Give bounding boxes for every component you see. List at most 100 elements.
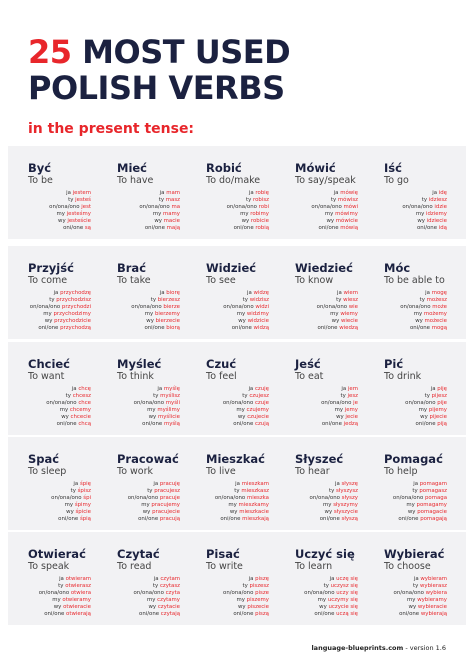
verb-name: Czuć [206, 357, 237, 371]
verb-form: jesteś [75, 197, 91, 203]
verb-form: przychodzą [60, 325, 91, 331]
verb-form: czyta [165, 590, 180, 596]
verb-translation: To eat [295, 371, 324, 382]
pronoun: wy [324, 509, 333, 515]
verb-card: Chcieć To want ja chcę ty chcesz on/ona/ono … [28, 342, 117, 435]
pronoun: my [317, 597, 327, 603]
verb-form: widzą [253, 325, 269, 331]
verb-form: mówię [340, 190, 358, 196]
conjugation-line: ja myślę [134, 386, 180, 393]
verb-form: czują [254, 421, 269, 427]
verb-form: wiedzą [339, 325, 358, 331]
verb-form: widzę [253, 290, 269, 296]
verb-form: mówi [343, 204, 358, 210]
verb-form: pracują [159, 516, 180, 522]
conjugation-line: wy uczycie się [304, 604, 358, 611]
verb-form: myślę [163, 386, 180, 392]
verb-form: możesz [426, 297, 447, 303]
pronoun: my [330, 311, 339, 317]
pronoun: on/ona/ono [29, 304, 61, 310]
conjugation: ja piszę ty piszesz on/ona/ono pisze my pis… [223, 576, 269, 618]
verb-name: Widzieć [206, 261, 257, 275]
verb-translation: To live [206, 466, 236, 477]
pronoun: on/ona/ono [393, 590, 424, 596]
conjugation: ja biorę ty bierzesz on/ona/ono bierze my b… [131, 290, 180, 332]
conjugation-line: ty słyszysz [310, 488, 358, 495]
verb-form: uczą się [336, 611, 358, 617]
pronoun: my [141, 502, 150, 508]
conjugation-line: ty mówisz [311, 197, 358, 204]
conjugation: ja mam ty masz on/ona/ono ma my mamy wy maci… [139, 190, 180, 232]
verb-form: jesteście [67, 218, 91, 224]
verb-form: uczycie się [328, 604, 358, 610]
conjugation-line: on/ona/ono pomaga [393, 495, 447, 502]
conjugation-line: wy jecie [321, 414, 358, 421]
verb-row: Przyjść To come ja przychodzę ty przychodzi… [8, 246, 466, 339]
verb-form: robicie [250, 218, 269, 224]
pronoun: on/ona/ono [311, 204, 342, 210]
verb-form: widzicie [247, 318, 269, 324]
conjugation-line: on/ona/ono czuje [223, 400, 269, 407]
verb-form: mieszkacie [239, 509, 269, 515]
verb-name: Móc [384, 261, 411, 275]
verb-form: masz [165, 197, 180, 203]
conjugation: ja mieszkam ty mieszkasz on/ona/ono mieszk… [215, 481, 269, 523]
verb-form: czytają [160, 611, 180, 617]
conjugation: ja czytam ty czytasz on/ona/ono czyta my cz… [133, 576, 180, 618]
pronoun: on/ona/ono [402, 204, 433, 210]
conjugation-line: oni/one chcą [46, 421, 91, 428]
pronoun: ty [234, 488, 240, 494]
verb-form: pomagają [420, 516, 447, 522]
pronoun: ja [73, 481, 79, 487]
verb-form: chcą [78, 421, 91, 427]
conjugation-line: my słyszymy [310, 502, 358, 509]
verb-form: wiecie [340, 318, 358, 324]
verb-form: jem [347, 386, 358, 392]
pronoun: oni/one [415, 421, 436, 427]
pronoun: ty [153, 393, 159, 399]
verb-form: śpię [79, 481, 91, 487]
pronoun: my [144, 311, 154, 317]
conjugation: ja pomagam ty pomagasz on/ona/ono pomaga my… [393, 481, 447, 523]
pronoun: my [52, 597, 61, 603]
footer-version: - version 1.6 [405, 644, 446, 652]
pronoun: ja [248, 386, 254, 392]
pronoun: oni/one [321, 421, 342, 427]
conjugation-line: wy możecie [400, 318, 447, 325]
footer-site: language-blueprints.com [311, 644, 404, 652]
conjugation-line: on/ona/ono słyszy [310, 495, 358, 502]
verb-translation: To see [206, 275, 236, 286]
pronoun: wy [148, 604, 157, 610]
verb-form: robię [255, 190, 269, 196]
pronoun: oni/one [233, 225, 254, 231]
conjugation-line: ja słyszę [310, 481, 358, 488]
verb-card: Być To be ja jestem ty jesteś on/ona/ono jes… [28, 146, 117, 239]
verb-form: ma [171, 204, 180, 210]
verb-form: pomagacie [417, 509, 447, 515]
verb-form: widzisz [249, 297, 269, 303]
verb-card: Jeść To eat ja jem ty jesz on/ona/ono je my j… [295, 342, 384, 435]
conjugation: ja uczę się ty uczysz się on/ona/ono uczy … [304, 576, 358, 618]
conjugation-line: wy idziecie [402, 218, 447, 225]
conjugation-line: ty mieszkasz [215, 488, 269, 495]
verb-form: piję [437, 386, 447, 392]
verb-translation: To come [28, 275, 68, 286]
pronoun: on/ona/ono [405, 400, 436, 406]
conjugation-line: wy widzicie [223, 318, 269, 325]
verb-card: Brać To take ja biorę ty bierzesz on/ona/ono… [117, 246, 206, 339]
conjugation-line: on/ona/ono wie [317, 304, 358, 311]
pronoun: on/ona/ono [133, 590, 164, 596]
conjugation: ja przychodzę ty przychodzisz on/ona/ono p… [30, 290, 91, 332]
conjugation-line: wy śpicie [51, 509, 91, 516]
verb-card: Iść To go ja idę ty idziesz on/ona/ono idzie… [384, 146, 473, 239]
conjugation-line: oni/one mieszkają [215, 516, 269, 523]
pronoun: wy [61, 414, 69, 420]
verb-form: słyszymy [333, 502, 358, 508]
conjugation-line: ty idziesz [402, 197, 447, 204]
pronoun: ty [330, 197, 337, 203]
conjugation-line: ty myślisz [134, 393, 180, 400]
conjugation-line: oni/one mają [139, 225, 180, 232]
verb-translation: To want [28, 371, 65, 382]
conjugation-line: on/ona/ono bierze [131, 304, 180, 311]
conjugation-line: on/ona/ono widzi [223, 304, 269, 311]
